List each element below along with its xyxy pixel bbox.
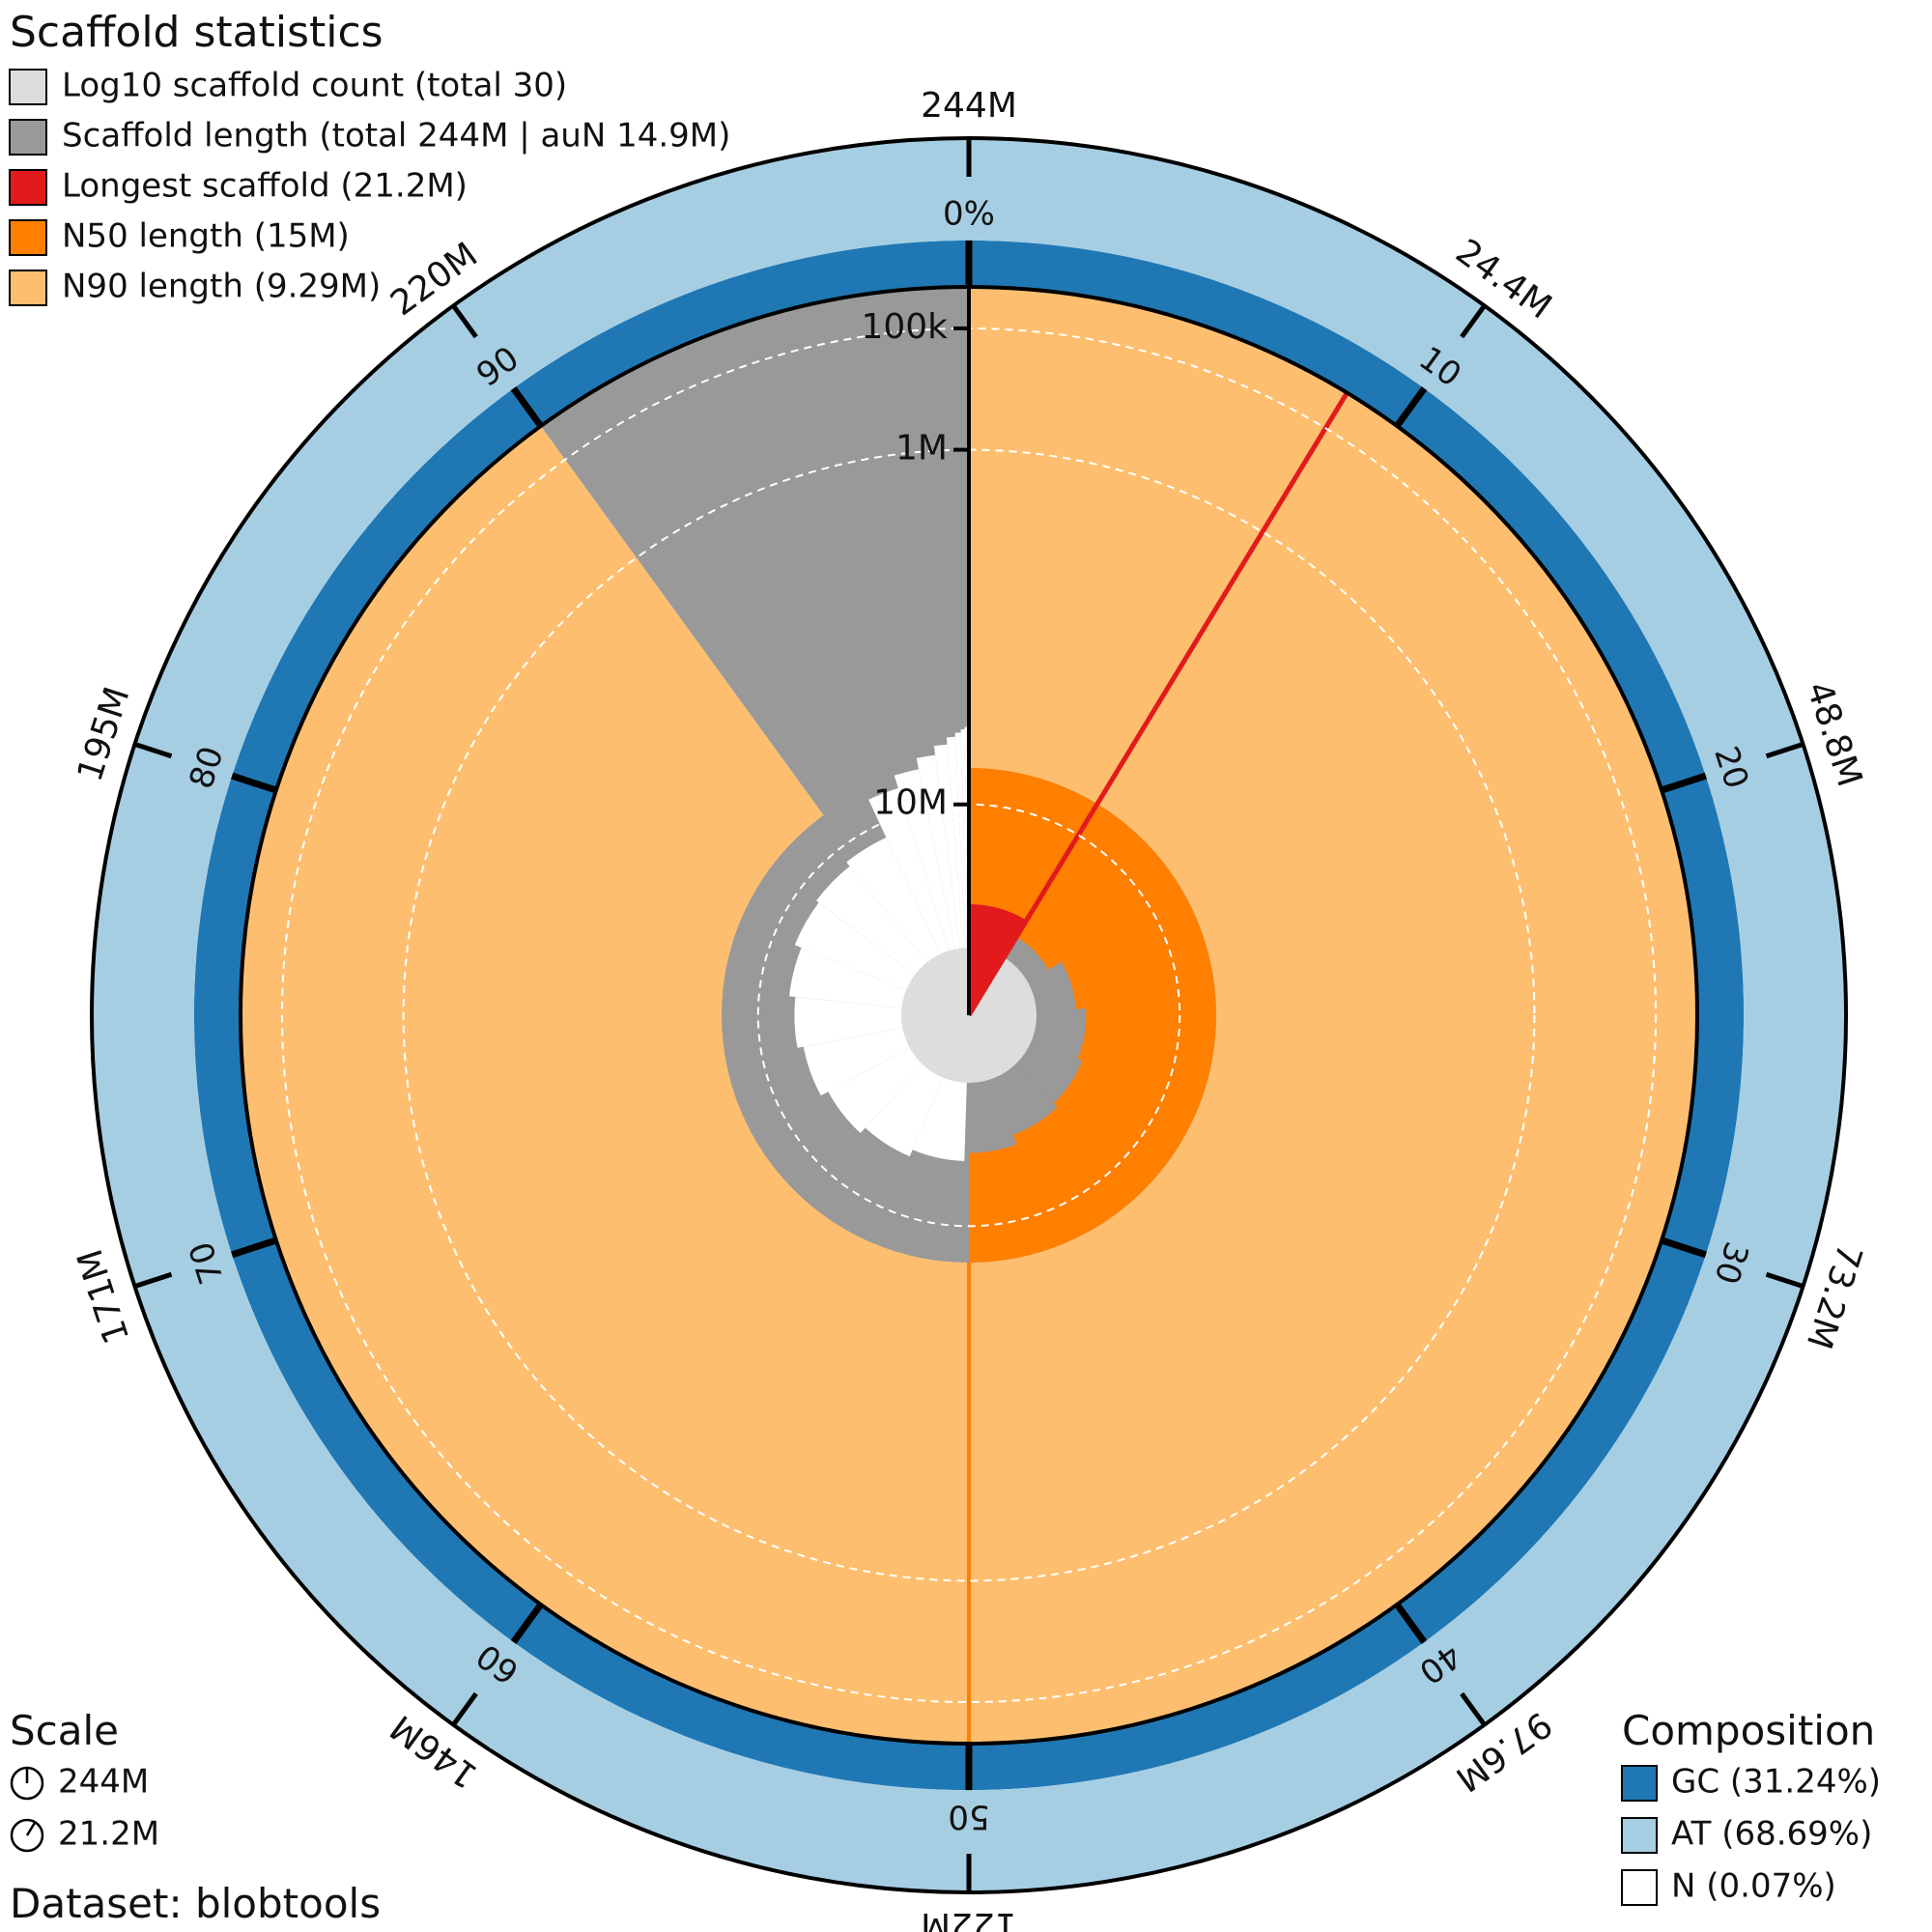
scaffold-wedge <box>946 736 969 1015</box>
composition-swatch <box>1621 1817 1658 1854</box>
percent-tick <box>1394 1602 1428 1644</box>
legend-swatch <box>9 270 47 306</box>
composition-label: GC (31.24%) <box>1671 1763 1881 1802</box>
scale-icon-hand <box>25 1821 37 1836</box>
longest-line <box>966 391 1350 1017</box>
percent-tick <box>1661 772 1707 794</box>
scale-icon <box>10 1818 44 1853</box>
x-tick <box>1460 1691 1487 1727</box>
percent-tick <box>1394 386 1428 429</box>
legend-swatch <box>9 119 47 156</box>
scaffold-wedge <box>960 729 969 1015</box>
dataset-label: Dataset: blobtools <box>10 1880 381 1927</box>
x-tick <box>1765 1271 1804 1289</box>
legend-label: N90 length (9.29M) <box>62 268 381 306</box>
legend-label: Log10 scaffold count (total 30) <box>62 67 567 105</box>
percent-tick <box>231 772 277 794</box>
x-tick <box>133 1271 173 1289</box>
r-tick-label: 100k <box>861 307 948 347</box>
legend-label: Scaffold length (total 244M | auN 14.9M) <box>62 117 730 156</box>
percent-tick-label: 0% <box>943 195 995 234</box>
percent-tick <box>231 1236 277 1259</box>
legend-swatch <box>9 219 47 256</box>
x-tick <box>451 1691 478 1727</box>
composition-swatch <box>1621 1869 1658 1906</box>
x-tick-label: 244M <box>921 86 1017 126</box>
percent-tick-label: 50 <box>948 1798 989 1836</box>
composition-ring <box>92 138 1846 1892</box>
r-tick-label: 10M <box>873 783 948 823</box>
scale-label: 21.2M <box>58 1815 159 1854</box>
percent-tick <box>510 386 544 429</box>
scaffold-wedge <box>933 744 969 1015</box>
composition-swatch <box>1621 1765 1658 1802</box>
x-tick <box>1460 303 1487 339</box>
legend-swatch <box>9 69 47 105</box>
x-tick <box>1765 742 1804 759</box>
scale-label: 244M <box>58 1763 149 1802</box>
percent-tick <box>510 1602 544 1644</box>
legend-label: N50 length (15M) <box>62 217 350 256</box>
chart-title: Scaffold statistics <box>10 8 384 57</box>
composition-label: AT (68.69%) <box>1671 1815 1872 1854</box>
x-tick-label: 122M <box>921 1905 1017 1932</box>
r-tick-label: 1M <box>895 429 948 469</box>
percent-tick <box>1661 1236 1707 1259</box>
legend-label: Longest scaffold (21.2M) <box>62 167 468 206</box>
x-tick <box>451 303 478 339</box>
scale-title: Scale <box>10 1707 119 1754</box>
n50-area <box>969 768 1216 1263</box>
composition-title: Composition <box>1622 1707 1875 1754</box>
composition-label: N (0.07%) <box>1671 1867 1836 1906</box>
x-tick <box>133 742 173 759</box>
scaffold-wedge <box>794 996 969 1048</box>
legend-swatch <box>9 169 47 206</box>
